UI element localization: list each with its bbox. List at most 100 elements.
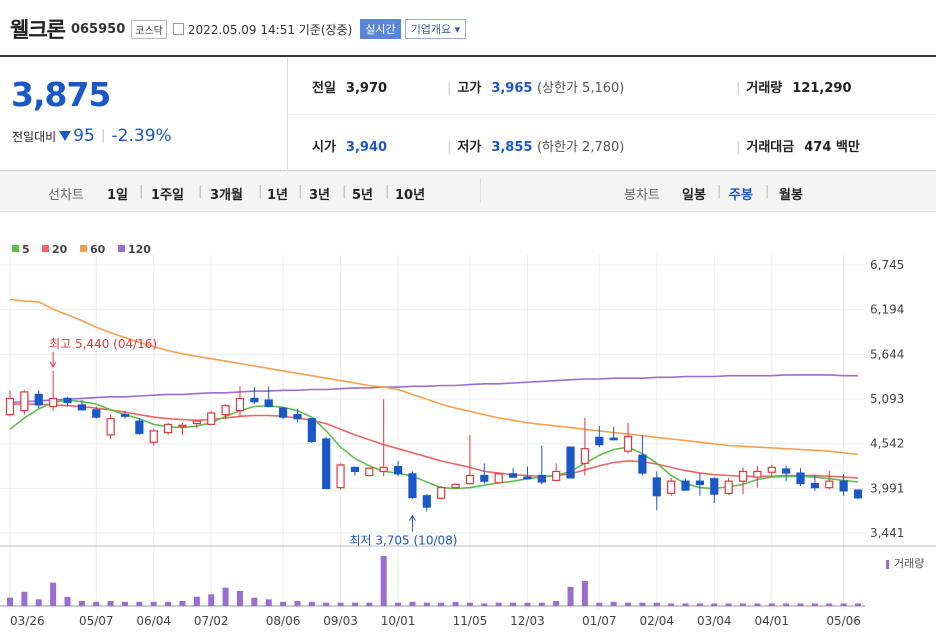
amount-value: 474 백만 [804, 140, 860, 155]
volume-bar [855, 603, 861, 606]
candle [695, 473, 704, 496]
candle [552, 463, 561, 482]
candle [393, 460, 403, 477]
legend-label-5: 5 [22, 243, 30, 256]
candle-body [135, 420, 144, 434]
legend-swatch-5 [12, 245, 19, 252]
volume-bar [165, 601, 172, 606]
volume-bar [639, 602, 646, 606]
ma20-line [10, 403, 859, 479]
volume-bar [481, 603, 488, 606]
legend-swatch-120 [118, 245, 125, 252]
volume-bar [64, 596, 71, 606]
x-tick-label: 11/05 [453, 614, 488, 628]
volume: | 거래량 121,290 [736, 77, 852, 96]
candle [322, 437, 331, 490]
volume-bar [236, 591, 243, 606]
ma-legend: 5 20 60 120 [12, 243, 151, 256]
candle-body [595, 436, 604, 446]
x-tick-label: 01/07 [582, 614, 617, 628]
tab-1w[interactable]: 1주일 [151, 188, 184, 203]
candle-body [5, 397, 15, 416]
candle [508, 468, 518, 478]
trade-amount: | 거래대금 474 백만 [736, 136, 860, 155]
candle [264, 386, 273, 408]
candle [767, 464, 776, 477]
lower-limit: (하한가 2,780) [536, 140, 625, 155]
volume-bar [308, 601, 315, 606]
divider: | [736, 140, 741, 155]
candle-body [494, 473, 503, 484]
open-price: 시가 3,940 [312, 136, 387, 155]
company-overview-dropdown[interactable]: 기업개요 ▾ [404, 19, 467, 39]
tab-3m[interactable]: 3개월 [210, 188, 243, 203]
volume-bar [740, 603, 747, 606]
candle [135, 417, 144, 435]
prev-close: 전일 3,970 [312, 77, 387, 96]
volume-bar [21, 591, 28, 606]
candle [494, 473, 503, 484]
volume-bars [7, 556, 889, 606]
legend-swatch-20 [42, 245, 49, 252]
tab-daily[interactable]: 일봉 [682, 188, 706, 203]
volume-bar [438, 602, 445, 606]
volume-bar [280, 601, 287, 606]
high-value: 3,965 [491, 81, 533, 96]
volume-bar [7, 597, 13, 606]
volume-bar [423, 602, 430, 606]
volume-bar [826, 603, 833, 606]
candle-body [465, 474, 475, 485]
realtime-button[interactable]: 실시간 [360, 19, 401, 39]
row-divider [287, 114, 936, 115]
candle-body [307, 418, 316, 443]
candle-body [164, 423, 173, 434]
x-tick-label: 09/03 [323, 614, 358, 628]
company-overview-label: 기업개요 [410, 23, 452, 36]
volume-bar [136, 601, 143, 606]
tab-3y[interactable]: 3년 [309, 188, 331, 203]
candle [667, 477, 676, 496]
candle-body [523, 476, 532, 480]
candle-body [767, 466, 776, 473]
candle [77, 400, 86, 411]
tab-1d[interactable]: 1일 [107, 188, 129, 203]
tab-5y[interactable]: 5년 [352, 188, 374, 203]
candle-body [796, 472, 805, 485]
x-tick-label: 08/06 [266, 614, 301, 628]
volume-bar [78, 601, 85, 606]
volume-value: 121,290 [792, 81, 852, 96]
y-tick-label: 3,441 [870, 526, 904, 540]
tab-10y[interactable]: 10년 [395, 188, 426, 203]
candle-body [207, 412, 216, 425]
candle [825, 470, 834, 490]
volume-bar [711, 603, 718, 606]
low-label: 저가 [457, 140, 482, 155]
candle-body [120, 414, 130, 417]
candle-body [192, 420, 201, 425]
candle [681, 478, 690, 491]
divider: | [385, 184, 390, 199]
candle-body [638, 454, 647, 474]
y-tick-label: 5,093 [870, 392, 904, 406]
volume-bar [768, 603, 775, 606]
y-tick-label: 3,991 [870, 481, 904, 495]
candle-body [537, 474, 546, 483]
candle-body [667, 480, 676, 494]
line-chart-label: 선차트 [48, 188, 84, 203]
legend-label-20: 20 [52, 243, 68, 256]
candle-body [77, 404, 86, 411]
tab-monthly[interactable]: 월봉 [779, 188, 803, 203]
candle-body [552, 470, 561, 481]
candle [408, 471, 417, 500]
candle-body [235, 397, 245, 412]
volume-bar [222, 587, 229, 606]
tab-weekly[interactable]: 주봉 [729, 188, 753, 203]
candle-body [408, 473, 417, 498]
market-badge: 코스닥 [131, 19, 167, 39]
candle [63, 396, 72, 407]
tab-1y[interactable]: 1년 [267, 188, 289, 203]
stock-name: 웰크론 [10, 18, 66, 42]
stock-header: 웰크론 065950 코스닥 2022.05.09 14:51 기준(장중) 실… [10, 14, 467, 44]
candle [437, 486, 446, 500]
volume-bar [696, 603, 703, 606]
